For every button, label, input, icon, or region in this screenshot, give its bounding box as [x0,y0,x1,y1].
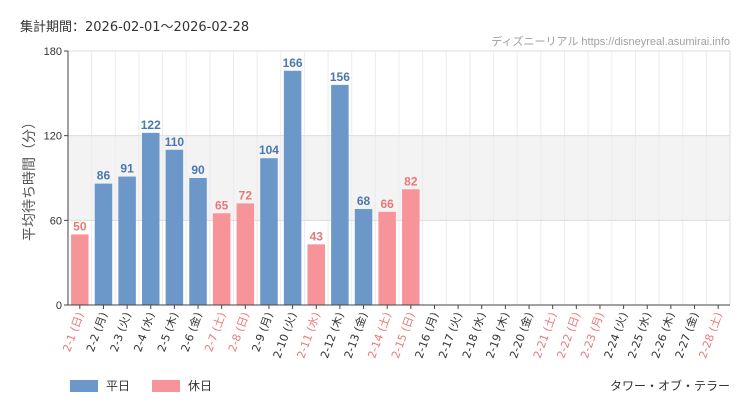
y-tick-label: 180 [44,46,62,58]
x-tick-label: 2-2 (月) [84,311,110,354]
x-tick-label: 2-3 (火) [108,311,134,354]
bar [402,189,420,305]
bar [71,234,89,305]
data-label: 82 [404,174,418,188]
source-credit: ディズニーリアル https://disneyreal.asumirai.inf… [491,36,730,48]
bar [118,176,136,305]
chart-legend: 平日 休日 [70,377,234,394]
bar [331,84,349,305]
bar [283,70,302,305]
legend-holiday-swatch [152,379,181,392]
x-tick-label: 2-8 (日) [226,311,252,354]
data-label: 156 [330,70,350,84]
data-label: 91 [120,162,134,176]
data-label: 90 [191,163,205,177]
legend-holiday: 休日 [152,377,212,394]
legend-weekday-label: 平日 [106,379,131,393]
data-label: 43 [310,229,324,243]
bar [354,209,373,305]
legend-weekday: 平日 [70,377,130,394]
bar [94,183,113,305]
x-tick-label: 2-6 (金) [178,310,205,353]
x-tick-label: 2-9 (月) [250,311,276,354]
bar [142,132,160,305]
data-label: 104 [259,143,279,157]
data-label: 65 [215,198,229,212]
data-label: 166 [283,56,303,70]
x-tick-label: 2-1 (日) [60,311,86,354]
y-tick-label: 120 [44,131,62,143]
bar [165,149,184,305]
data-label: 122 [141,118,161,132]
data-label: 86 [97,169,111,183]
y-axis-title: 平均待ち時間（分） [22,115,38,241]
bar [212,213,231,305]
x-tick-label: 2-28 (土) [696,311,725,361]
data-label: 72 [239,188,253,202]
data-label: 50 [73,219,87,233]
attraction-name: タワー・オブ・テラー [609,379,730,393]
bar [378,211,396,305]
x-tick-label: 2-7 (土) [202,311,228,354]
y-tick-label: 0 [56,300,62,312]
bar [260,158,278,305]
legend-holiday-label: 休日 [188,379,213,393]
bar [307,244,325,305]
bar [236,203,255,305]
collection-period: 集計期間：2026-02-01～2026-02-28 [20,20,250,35]
x-tick-label: 2-4 (水) [131,311,157,354]
data-label: 110 [165,135,185,149]
data-label: 66 [380,197,394,211]
legend-weekday-swatch [70,379,98,392]
y-tick-label: 60 [50,215,62,227]
x-tick-label: 2-5 (木) [155,311,181,354]
data-label: 68 [357,194,371,208]
bar [189,178,207,305]
